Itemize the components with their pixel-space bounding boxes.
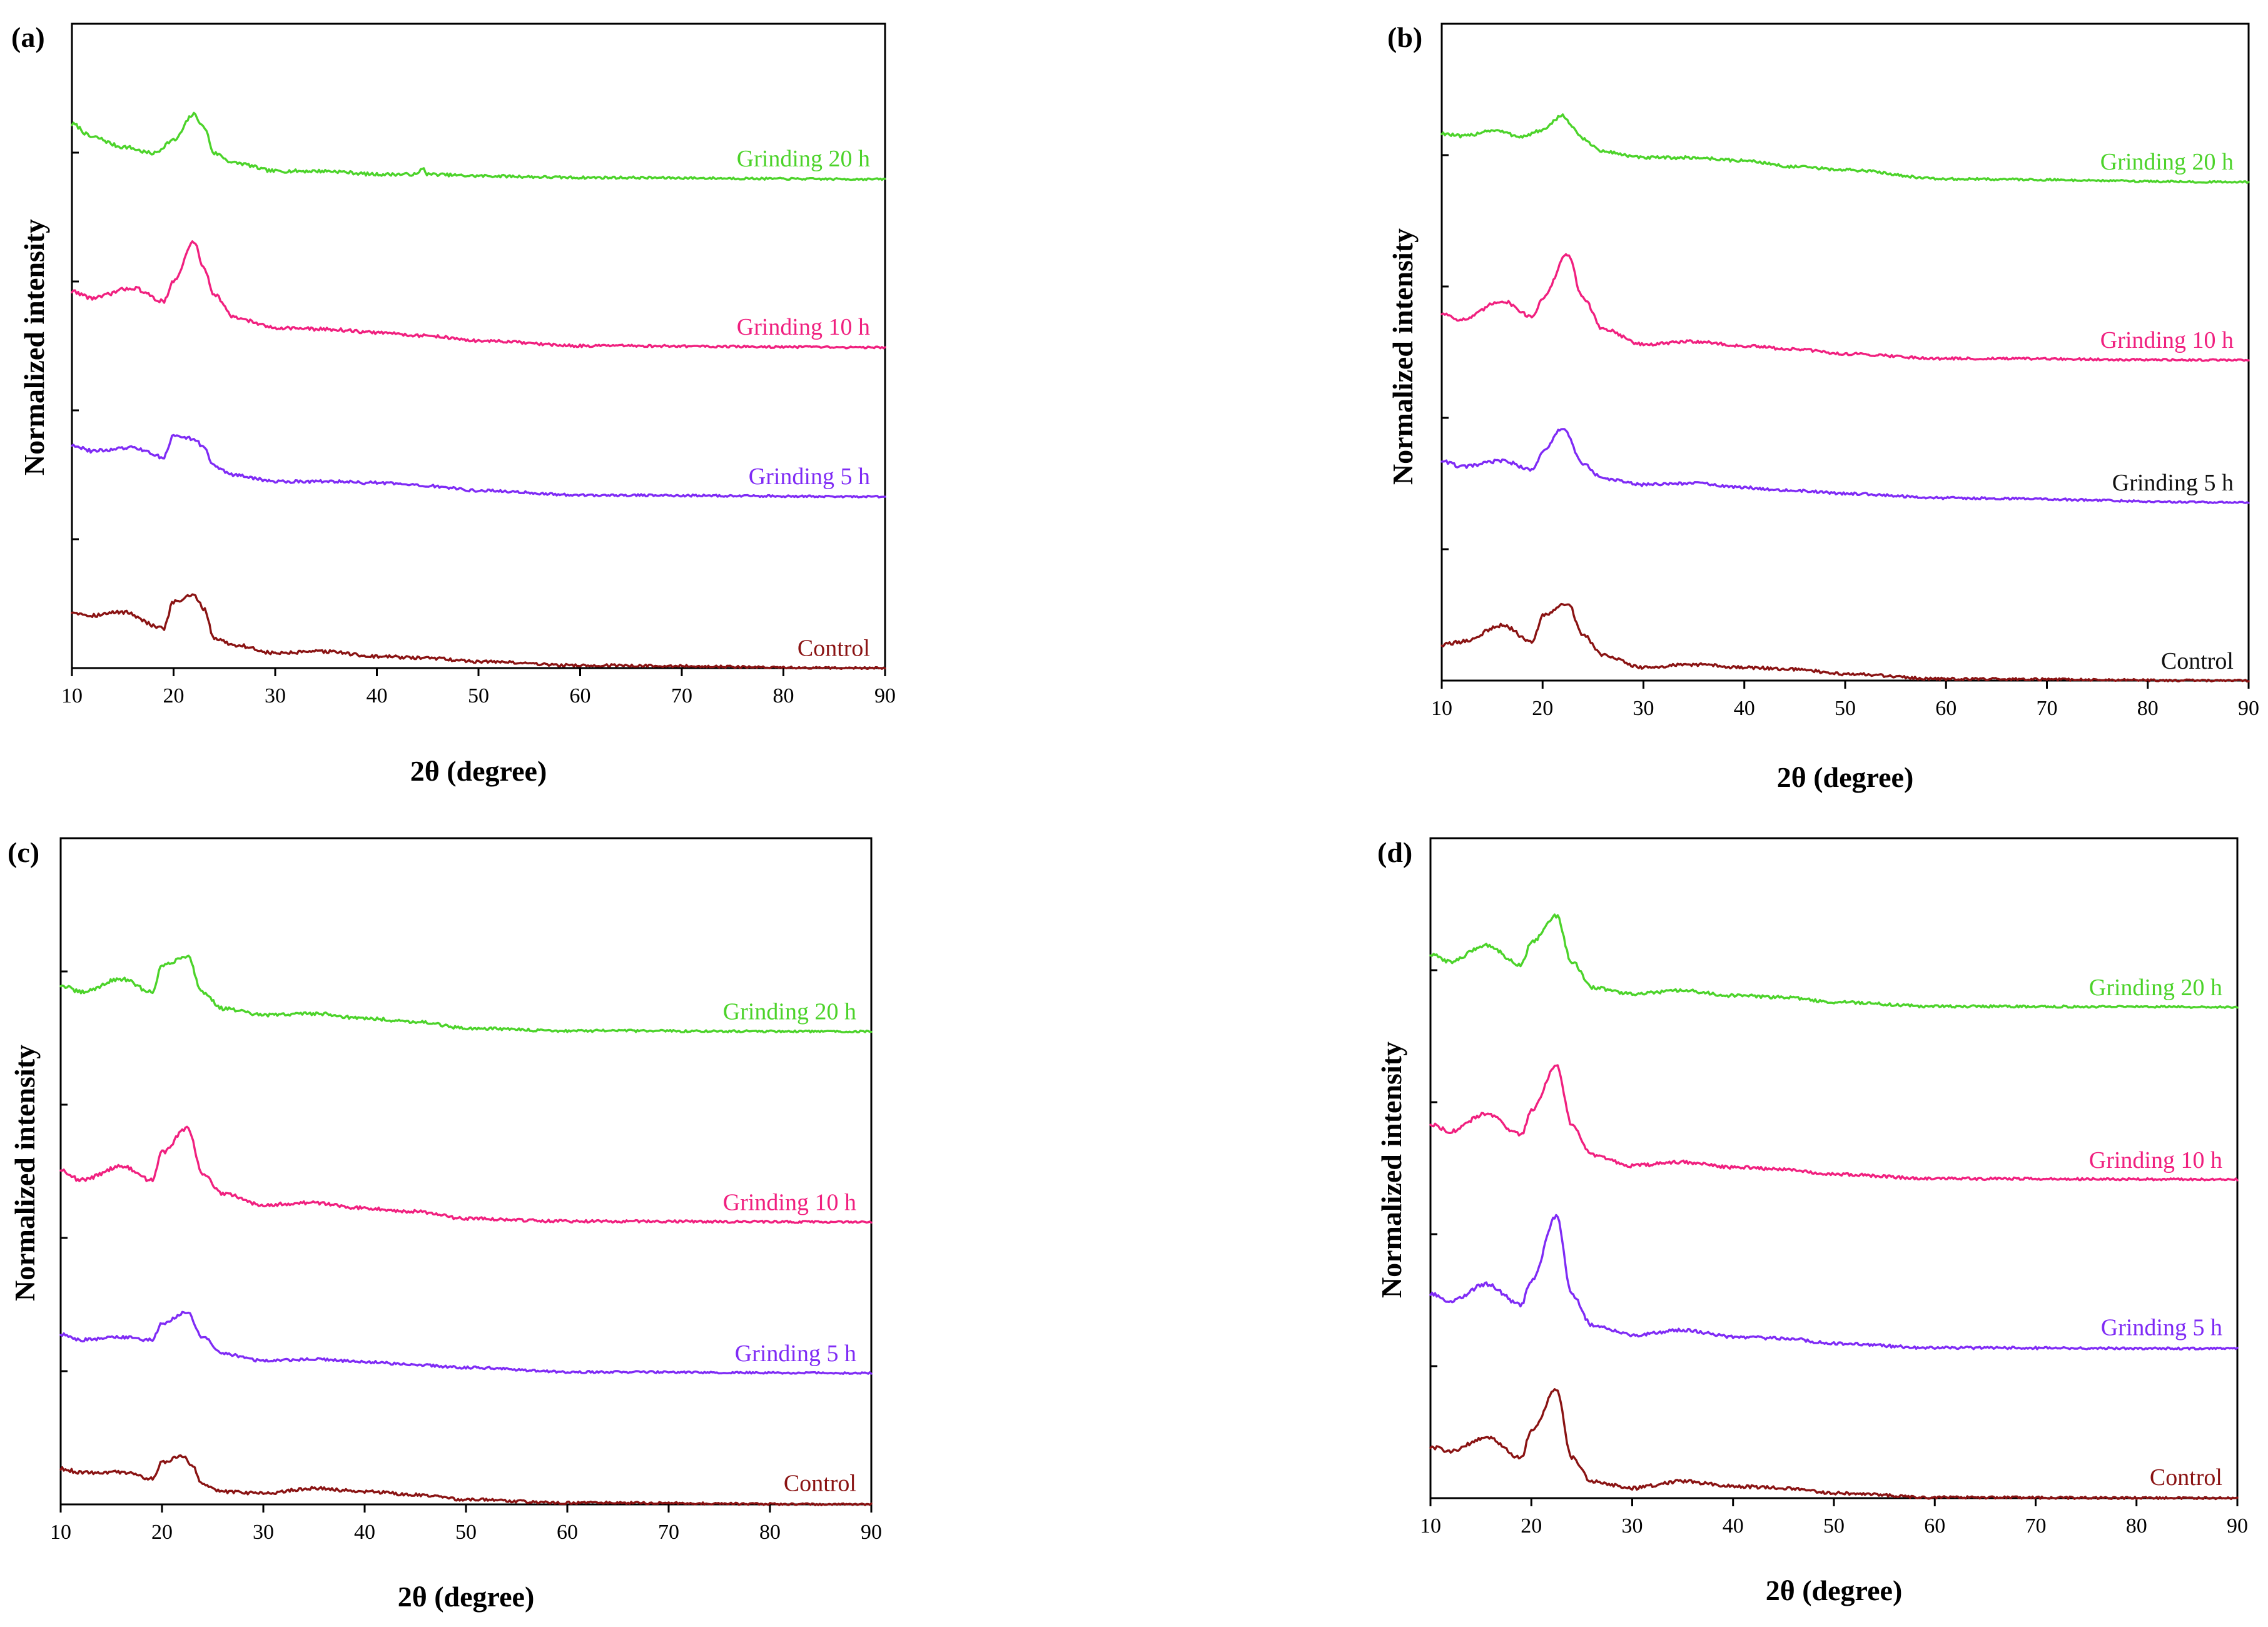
panel-c-x-axis-title: 2θ (degree) bbox=[398, 1581, 535, 1613]
panel-b-series-label: Grinding 10 h bbox=[2100, 327, 2234, 353]
panel-b-x-tick-label: 40 bbox=[1734, 697, 1755, 720]
panel-d-x-tick-label: 90 bbox=[2227, 1514, 2248, 1538]
panel-b-x-tick-label: 90 bbox=[2238, 697, 2259, 720]
panel-b-y-axis-title: Normalized intensity bbox=[1387, 228, 1419, 485]
panel-a-series-label: Grinding 20 h bbox=[737, 146, 870, 172]
panel-a-series-grinding-10-h bbox=[71, 240, 886, 350]
panel-d-series-label: Grinding 20 h bbox=[2089, 975, 2222, 1001]
panel-a: (a) 2θ (degree) Normalized intensity 10 2… bbox=[11, 21, 896, 787]
panel-c-x-tick-label: 20 bbox=[151, 1521, 173, 1544]
panel-c-series-grinding-20-h bbox=[59, 955, 873, 1034]
panel-b-series-grinding-5-h bbox=[1440, 428, 2250, 505]
panel-a-x-axis-title: 2θ (degree) bbox=[410, 755, 547, 787]
panel-a-y-axis-title: Normalized intensity bbox=[18, 219, 50, 475]
panel-c-x-tick-label: 70 bbox=[658, 1521, 679, 1544]
panel-a-series-grinding-5-h bbox=[71, 433, 886, 499]
panel-d-x-tick-label: 60 bbox=[1924, 1514, 1945, 1538]
panel-b-x-tick-label: 60 bbox=[1935, 697, 1957, 720]
panel-d: (d) 2θ (degree) Normalized intensity 10 2… bbox=[1375, 836, 2248, 1606]
panel-b-x-tick-label: 50 bbox=[1835, 697, 1856, 720]
panel-b-x-tick-label: 80 bbox=[2137, 697, 2159, 720]
panel-d-x-tick-label: 80 bbox=[2126, 1514, 2147, 1538]
panel-c: (c) 2θ (degree) Normalized intensity 10 2… bbox=[8, 836, 882, 1613]
panel-d-series-label: Grinding 10 h bbox=[2089, 1147, 2222, 1173]
panel-a-series-grinding-20-h bbox=[71, 111, 886, 181]
panel-c-series-label: Control bbox=[784, 1471, 856, 1497]
panel-d-x-tick-label: 50 bbox=[1823, 1514, 1845, 1538]
panel-d-x-tick-label: 70 bbox=[2025, 1514, 2047, 1538]
panel-b-series-grinding-10-h bbox=[1440, 253, 2250, 362]
panel-d-series-label: Control bbox=[2150, 1464, 2222, 1491]
panel-d-x-tick-label: 40 bbox=[1723, 1514, 1744, 1538]
panel-b-series-grinding-20-h bbox=[1440, 113, 2250, 184]
panel-b-series-control bbox=[1440, 602, 2250, 683]
panel-a-series-label: Control bbox=[797, 636, 870, 662]
panel-c-series-label: Grinding 5 h bbox=[735, 1341, 856, 1367]
panel-a-x-tick-label: 80 bbox=[773, 684, 794, 707]
panel-a-series-label: Grinding 5 h bbox=[749, 464, 870, 490]
panel-a-x-tick-label: 90 bbox=[874, 684, 896, 707]
panel-a-x-tick-label: 40 bbox=[367, 684, 388, 707]
panel-c-x-tick-label: 30 bbox=[253, 1521, 274, 1544]
panel-a-x-tick-label: 70 bbox=[671, 684, 692, 707]
panel-a-plot-frame bbox=[71, 23, 886, 669]
panel-b-label: (b) bbox=[1387, 21, 1422, 53]
panel-c-series-label: Grinding 20 h bbox=[723, 999, 856, 1025]
panel-c-series-control bbox=[59, 1454, 873, 1506]
panel-d-series-control bbox=[1429, 1388, 2239, 1501]
panel-c-x-tick-label: 60 bbox=[557, 1521, 578, 1544]
panel-d-series-grinding-10-h bbox=[1429, 1064, 2239, 1182]
panel-d-x-tick-label: 10 bbox=[1420, 1514, 1441, 1538]
panel-d-label: (d) bbox=[1377, 836, 1412, 868]
panel-c-x-tick-label: 50 bbox=[455, 1521, 477, 1544]
panel-c-x-tick-label: 90 bbox=[861, 1521, 882, 1544]
panel-a-x-tick-label: 10 bbox=[61, 684, 83, 707]
panel-d-x-axis-title: 2θ (degree) bbox=[1766, 1574, 1903, 1606]
panel-d-y-axis-title: Normalized intensity bbox=[1375, 1042, 1407, 1298]
panel-c-series-grinding-10-h bbox=[59, 1125, 873, 1224]
panel-d-x-tick-label: 20 bbox=[1521, 1514, 1542, 1538]
panel-a-x-tick-label: 20 bbox=[163, 684, 185, 707]
panel-b-series-label: Control bbox=[2161, 648, 2234, 674]
panel-a-x-tick-label: 30 bbox=[265, 684, 286, 707]
panel-c-plot-frame bbox=[59, 837, 873, 1506]
panel-a-series-control bbox=[71, 593, 886, 670]
panel-b-x-tick-label: 10 bbox=[1431, 697, 1452, 720]
panel-d-series-grinding-5-h bbox=[1429, 1214, 2239, 1351]
panel-a-label: (a) bbox=[11, 21, 45, 53]
panel-b-x-tick-label: 20 bbox=[1532, 697, 1553, 720]
panel-b-x-axis-title: 2θ (degree) bbox=[1777, 761, 1914, 793]
panel-a-series-label: Grinding 10 h bbox=[737, 314, 870, 340]
panel-c-x-tick-label: 40 bbox=[354, 1521, 375, 1544]
panel-b-series-label: Grinding 5 h bbox=[2112, 470, 2234, 496]
panel-b-x-tick-label: 30 bbox=[1633, 697, 1654, 720]
panel-c-series-grinding-5-h bbox=[59, 1310, 873, 1375]
panel-c-x-tick-label: 10 bbox=[50, 1521, 71, 1544]
panel-a-x-tick-label: 60 bbox=[570, 684, 591, 707]
panel-c-label: (c) bbox=[8, 836, 39, 868]
panel-d-x-tick-label: 30 bbox=[1622, 1514, 1643, 1538]
panel-c-x-tick-label: 80 bbox=[759, 1521, 781, 1544]
panel-c-y-axis-title: Normalized intensity bbox=[9, 1045, 41, 1301]
panel-b-series-label: Grinding 20 h bbox=[2100, 149, 2234, 175]
panel-d-series-grinding-20-h bbox=[1429, 913, 2239, 1009]
panel-d-series-label: Grinding 5 h bbox=[2101, 1315, 2222, 1341]
panel-b-x-tick-label: 70 bbox=[2037, 697, 2058, 720]
panel-c-series-label: Grinding 10 h bbox=[723, 1189, 856, 1215]
panel-a-x-tick-label: 50 bbox=[468, 684, 489, 707]
panel-b: (b) 2θ (degree) Normalized intensity 10 2… bbox=[1387, 21, 2259, 793]
